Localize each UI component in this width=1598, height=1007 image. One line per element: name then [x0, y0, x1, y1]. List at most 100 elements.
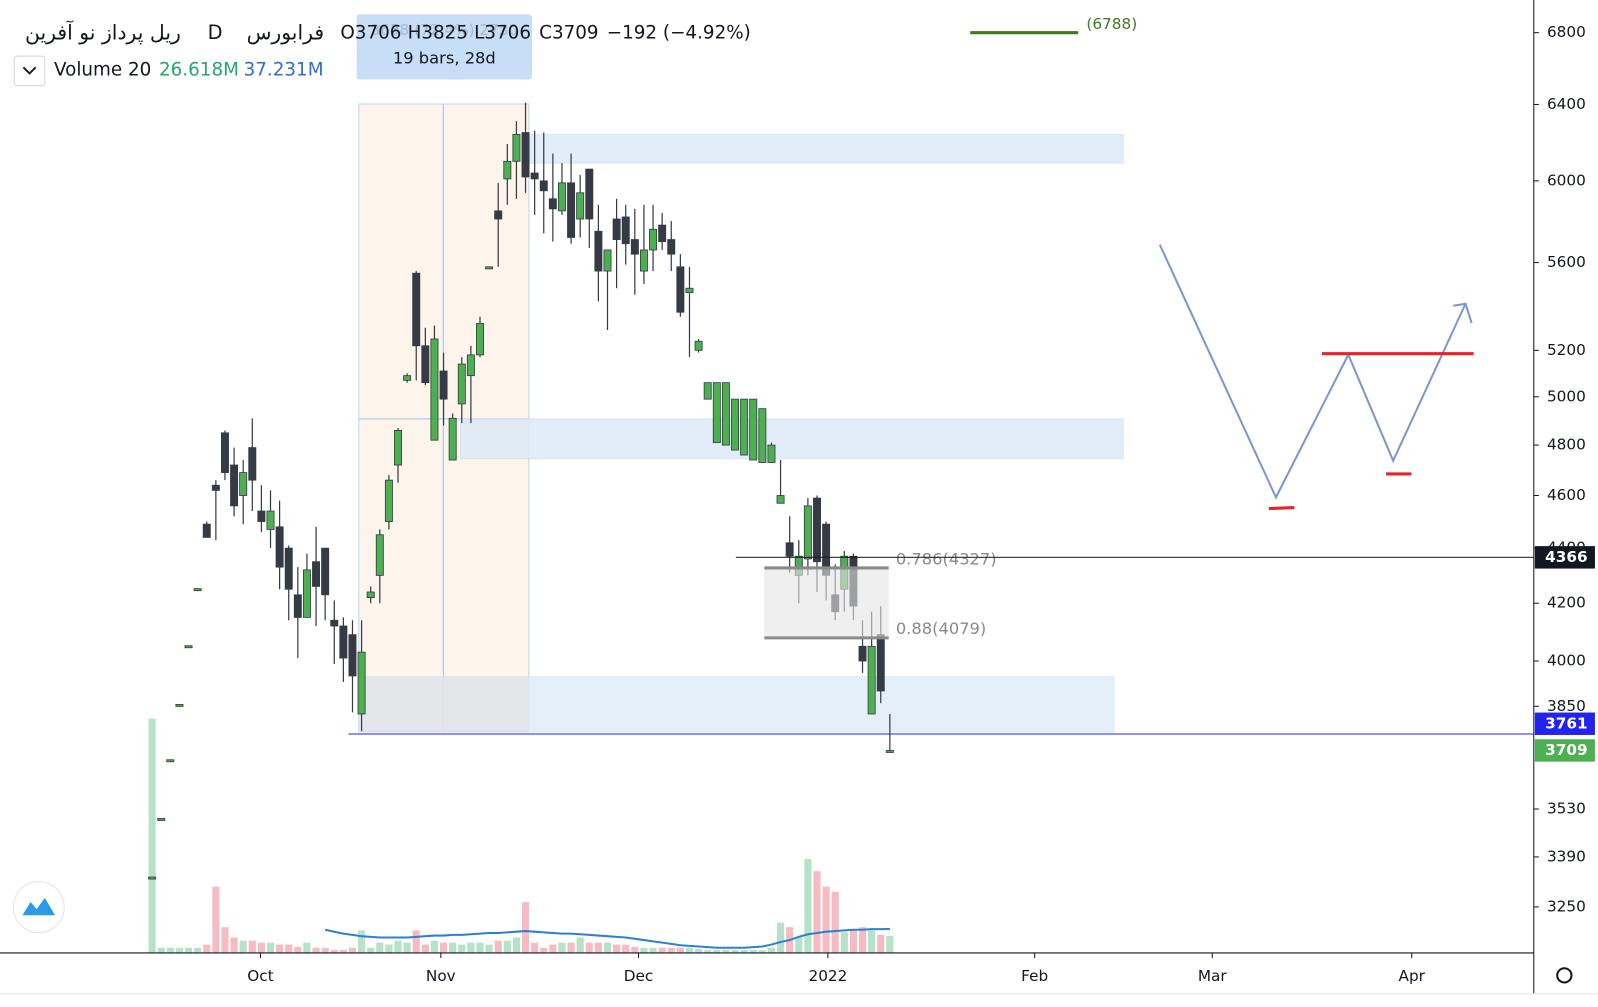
price-label-box: [1534, 546, 1595, 569]
chevron: [22, 66, 37, 75]
candle-body: [302, 569, 311, 618]
volume-bar: [148, 718, 156, 953]
volume-bar: [549, 944, 557, 953]
volume-bar: [713, 949, 721, 953]
x-tick-label: Dec: [624, 967, 654, 985]
candle-body: [576, 192, 585, 220]
candle-body: [667, 239, 676, 255]
volume-bar: [257, 942, 265, 953]
volume-bar: [776, 922, 785, 953]
volume-bar: [385, 944, 393, 953]
volume-bar: [813, 871, 821, 953]
candle-body: [630, 239, 639, 255]
candle-body: [803, 505, 812, 560]
volume-bar: [358, 930, 366, 953]
volume-bar: [194, 947, 202, 953]
x-tick-label: Feb: [1021, 967, 1048, 985]
symbol: ریل پرداز نو آفرین: [25, 20, 181, 46]
volume-bar: [603, 942, 612, 953]
candle-body: [239, 472, 248, 496]
settings-icon[interactable]: [1556, 967, 1573, 984]
volume-bar: [376, 942, 384, 953]
volume-bar: [467, 942, 475, 953]
candle-body: [348, 634, 357, 677]
volume-bar: [348, 947, 357, 953]
settings[interactable]: [1556, 967, 1573, 984]
volume-bar: [685, 947, 694, 953]
volume-bar: [494, 940, 502, 953]
candle-body: [740, 398, 749, 456]
candle-body: [676, 266, 685, 313]
candle-body: [594, 230, 603, 272]
price-label-box: [1534, 739, 1595, 762]
candle-body: [357, 651, 366, 715]
candle-body: [885, 750, 894, 753]
volume-bar: [667, 947, 675, 953]
volume-bar: [649, 947, 657, 953]
volume-bar: [576, 937, 584, 953]
volume-bar: [203, 944, 211, 953]
candle-body: [639, 249, 648, 272]
candle-body: [457, 363, 466, 405]
price-label: 3709: [1545, 741, 1588, 759]
ohlc-open: O3706: [340, 23, 401, 44]
volume-bar: [175, 947, 183, 953]
volume-bar: [294, 946, 302, 953]
candle-body: [220, 432, 229, 473]
logo[interactable]: [12, 881, 65, 934]
candle-body: [175, 704, 184, 707]
candle-body: [412, 272, 421, 347]
candle-body: [312, 561, 321, 587]
candle-body: [148, 876, 157, 880]
y-tick-label: 4000: [1547, 652, 1586, 670]
volume-bar: [512, 937, 520, 953]
volume-bar: [658, 947, 666, 953]
y-tick-label: 4200: [1547, 594, 1586, 612]
ohlc: O3706 H3825 L3706 C3709 −192 (−4.92%): [340, 23, 750, 44]
candle-body: [448, 417, 457, 461]
zone-overlap: [358, 676, 529, 732]
drawings: [358, 31, 1474, 733]
candle-body: [485, 266, 494, 270]
candle-body: [211, 484, 220, 491]
candle-body: [813, 497, 821, 563]
volume-bar: [531, 942, 539, 953]
volume-bar: [695, 949, 703, 953]
support-mark: [1268, 506, 1295, 511]
candle-body: [758, 408, 767, 463]
volume-ma: 37.231M: [244, 59, 324, 80]
collapse-button[interactable]: [13, 55, 46, 87]
volume-bar: [540, 947, 548, 953]
candle-body: [257, 510, 266, 522]
y-tick-label: 6800: [1547, 23, 1586, 41]
volume-bar: [184, 947, 193, 953]
volume-bar: [166, 947, 174, 953]
candle-body: [421, 345, 430, 384]
x-tick-label: Nov: [426, 967, 456, 985]
candle-body: [321, 547, 330, 596]
candle-body: [339, 625, 348, 659]
candle-body: [430, 338, 439, 441]
volume-bar: [230, 937, 238, 953]
candle-body: [403, 375, 412, 381]
candle-body: [721, 382, 730, 446]
candle-body: [466, 354, 475, 377]
measure-label: 19 bars, 28d: [393, 49, 496, 68]
candle-body: [557, 182, 566, 212]
volume-bar: [339, 949, 347, 953]
volume-value: 26.618M: [159, 59, 239, 80]
fib-label: 0.88(4079): [896, 619, 986, 638]
volume-bar: [567, 942, 575, 953]
volume-bar: [503, 940, 511, 953]
volume-bar: [767, 947, 776, 953]
volume-bar: [886, 935, 894, 953]
plot: 0.786(4327) 0.88(4079): [148, 102, 1534, 953]
volume-bar: [704, 949, 712, 953]
measure-tooltip: [356, 14, 532, 80]
candle-body: [275, 526, 284, 568]
fib-label: 0.786(4327): [896, 549, 997, 568]
volume-ma-line: [324, 927, 890, 949]
candle-body: [293, 594, 302, 618]
x-tick-label: Oct: [247, 967, 273, 985]
volume-bar: [412, 930, 420, 953]
